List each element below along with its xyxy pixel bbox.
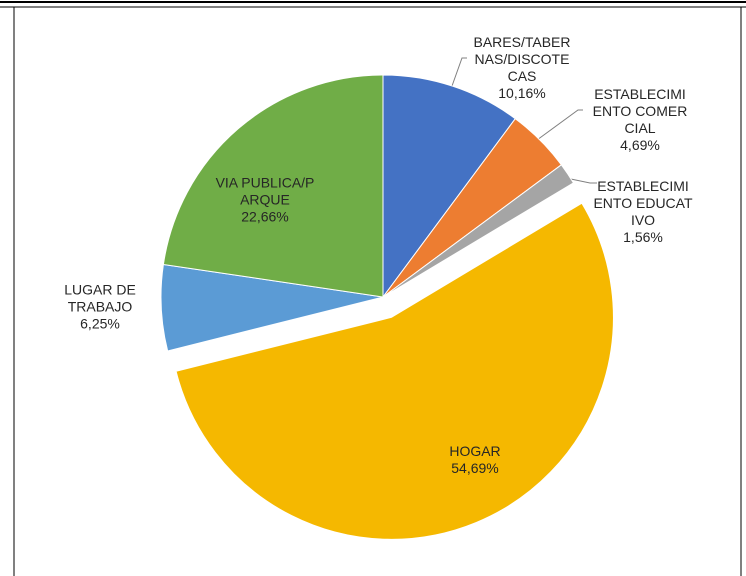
- pie-slice: [382, 74, 516, 299]
- pie-slice: [175, 202, 614, 540]
- value-label: 54,69%: [451, 460, 499, 476]
- value-label: 6,25%: [80, 315, 120, 332]
- category-label: VIA PUBLICA/PARQUE: [215, 174, 315, 208]
- leader-line: [565, 177, 597, 184]
- slice-label: LUGAR DE TRABAJO 6,25%: [55, 282, 145, 333]
- value-label: 10,16%: [498, 85, 546, 101]
- slice-label: ESTABLECIMIENTO EDUCATIVO 1,56%: [593, 178, 693, 246]
- category-label: HOGAR: [449, 443, 501, 459]
- value-label: 22,66%: [241, 208, 289, 225]
- value-label: 1,56%: [623, 229, 663, 245]
- slice-label: BARES/TABERNAS/DISCOTECAS 10,16%: [472, 34, 572, 102]
- category-label: ESTABLECIMIENTO COMERCIAL: [592, 86, 688, 136]
- slice-label: ESTABLECIMIENTO COMERCIAL 4,69%: [590, 86, 690, 154]
- leader-line: [536, 109, 583, 141]
- slice-label: VIA PUBLICA/PARQUE 22,66%: [215, 175, 315, 226]
- value-label: 4,69%: [620, 137, 660, 153]
- pie-slice: [162, 74, 384, 298]
- category-label: BARES/TABERNAS/DISCOTECAS: [473, 34, 571, 84]
- category-label: ESTABLECIMIENTO EDUCATIVO: [593, 178, 693, 228]
- pie-slice: [382, 164, 575, 298]
- slice-label: HOGAR 54,69%: [415, 443, 535, 477]
- category-label: LUGAR DE TRABAJO: [64, 281, 136, 315]
